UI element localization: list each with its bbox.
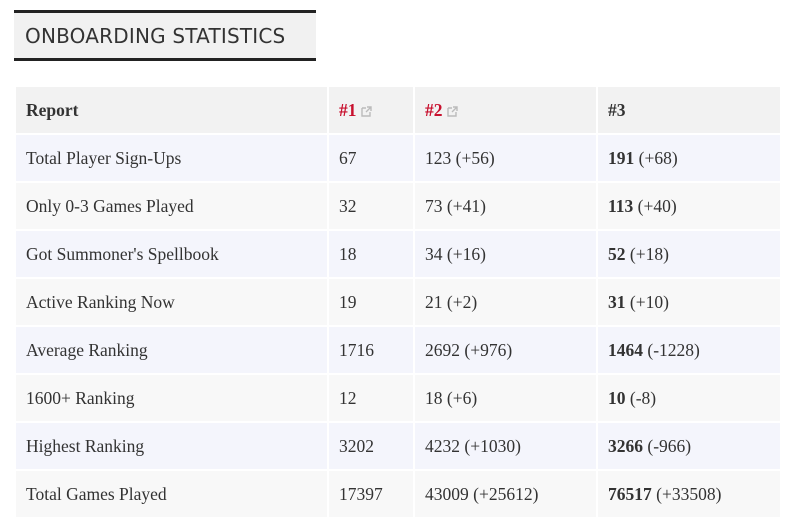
cell-value: 31 — [608, 291, 626, 312]
row-label: 1600+ Ranking — [26, 387, 135, 408]
header-row: Report #1 #2 #3 — [16, 87, 780, 133]
cell-value: 10 — [608, 387, 626, 408]
cell-change: (-966) — [647, 435, 692, 456]
row-label: Only 0-3 Games Played — [26, 195, 194, 216]
table-cell: 113 (+40) — [598, 183, 780, 229]
cell-change: (+18) — [629, 243, 669, 264]
table-row: Active Ranking Now 19 21 (+2) 31 (+10) — [16, 279, 780, 325]
table-cell: 18 (+6) — [415, 375, 596, 421]
row-label: Average Ranking — [26, 339, 148, 360]
table-cell: 1600+ Ranking — [16, 375, 327, 421]
stats-table: Report #1 #2 #3 Total Player Sign-Ups 67 123 (… — [14, 85, 782, 519]
cell-value: 123 (+56) — [425, 147, 495, 168]
table-cell: 31 (+10) — [598, 279, 780, 325]
column-link[interactable]: #2 — [425, 99, 443, 120]
table-cell: 18 — [329, 231, 413, 277]
cell-value: 43009 (+25612) — [425, 483, 539, 504]
table-cell: 73 (+41) — [415, 183, 596, 229]
cell-change: (+10) — [629, 291, 669, 312]
table-cell: 123 (+56) — [415, 135, 596, 181]
table-cell: 1716 — [329, 327, 413, 373]
cell-value: 1716 — [339, 339, 374, 360]
column-header: Report — [16, 87, 327, 133]
row-label: Highest Ranking — [26, 435, 145, 456]
table-cell: Got Summoner's Spellbook — [16, 231, 327, 277]
column-link[interactable]: #1 — [339, 99, 357, 120]
row-label: Total Player Sign-Ups — [26, 147, 182, 168]
cell-value: 18 (+6) — [425, 387, 478, 408]
table-cell: 191 (+68) — [598, 135, 780, 181]
cell-value: 2692 (+976) — [425, 339, 513, 360]
table-cell: 12 — [329, 375, 413, 421]
cell-value: 4232 (+1030) — [425, 435, 521, 456]
cell-change: (+68) — [638, 147, 678, 168]
column-header: #1 — [329, 87, 413, 133]
cell-value: 21 (+2) — [425, 291, 478, 312]
table-cell: Active Ranking Now — [16, 279, 327, 325]
table-row: 1600+ Ranking 12 18 (+6) 10 (-8) — [16, 375, 780, 421]
cell-value: 113 — [608, 195, 634, 216]
table-cell: 4232 (+1030) — [415, 423, 596, 469]
table-cell: 3266 (-966) — [598, 423, 780, 469]
column-header: #3 — [598, 87, 780, 133]
table-cell: Total Games Played — [16, 471, 327, 517]
cell-change: (+33508) — [656, 483, 722, 504]
cell-value: 12 — [339, 387, 357, 408]
table-cell: 43009 (+25612) — [415, 471, 596, 517]
table-cell: 17397 — [329, 471, 413, 517]
row-label: Active Ranking Now — [26, 291, 175, 312]
table-row: Highest Ranking 3202 4232 (+1030) 3266 (-96… — [16, 423, 780, 469]
section-title: ONBOARDING STATISTICS — [25, 24, 286, 48]
cell-value: 34 (+16) — [425, 243, 486, 264]
column-title: Report — [26, 99, 79, 120]
cell-change: (-8) — [629, 387, 657, 408]
cell-value: 18 — [339, 243, 357, 264]
table-row: Got Summoner's Spellbook 18 34 (+16) 52 (+1… — [16, 231, 780, 277]
cell-value: 17397 — [339, 483, 383, 504]
external-link-icon — [446, 105, 458, 117]
column-header: #2 — [415, 87, 596, 133]
table-cell: 67 — [329, 135, 413, 181]
cell-value: 1464 — [608, 339, 643, 360]
cell-value: 73 (+41) — [425, 195, 486, 216]
table-cell: Total Player Sign-Ups — [16, 135, 327, 181]
cell-value: 32 — [339, 195, 357, 216]
cell-value: 3202 — [339, 435, 374, 456]
cell-change: (-1228) — [647, 339, 700, 360]
table-cell: Average Ranking — [16, 327, 327, 373]
table-cell: 32 — [329, 183, 413, 229]
table-row: Total Player Sign-Ups 67 123 (+56) 191 (+68… — [16, 135, 780, 181]
cell-value: 52 — [608, 243, 626, 264]
section-header: ONBOARDING STATISTICS — [14, 10, 316, 61]
cell-value: 67 — [339, 147, 357, 168]
table-cell: Only 0-3 Games Played — [16, 183, 327, 229]
cell-value: 191 — [608, 147, 635, 168]
table-cell: 10 (-8) — [598, 375, 780, 421]
table-row: Only 0-3 Games Played 32 73 (+41) 113 (+40) — [16, 183, 780, 229]
cell-value: 3266 — [608, 435, 643, 456]
table-cell: Highest Ranking — [16, 423, 327, 469]
cell-value: 19 — [339, 291, 357, 312]
table-cell: 1464 (-1228) — [598, 327, 780, 373]
table-cell: 21 (+2) — [415, 279, 596, 325]
cell-change: (+40) — [637, 195, 677, 216]
row-label: Total Games Played — [26, 483, 167, 504]
table-cell: 2692 (+976) — [415, 327, 596, 373]
table-cell: 3202 — [329, 423, 413, 469]
row-label: Got Summoner's Spellbook — [26, 243, 219, 264]
table-cell: 76517 (+33508) — [598, 471, 780, 517]
table-cell: 19 — [329, 279, 413, 325]
table-cell: 34 (+16) — [415, 231, 596, 277]
external-link-icon — [360, 105, 372, 117]
cell-value: 76517 — [608, 483, 652, 504]
table-row: Average Ranking 1716 2692 (+976) 1464 (-122… — [16, 327, 780, 373]
column-title: #3 — [608, 99, 626, 120]
table-cell: 52 (+18) — [598, 231, 780, 277]
table-row: Total Games Played 17397 43009 (+25612) 765… — [16, 471, 780, 517]
